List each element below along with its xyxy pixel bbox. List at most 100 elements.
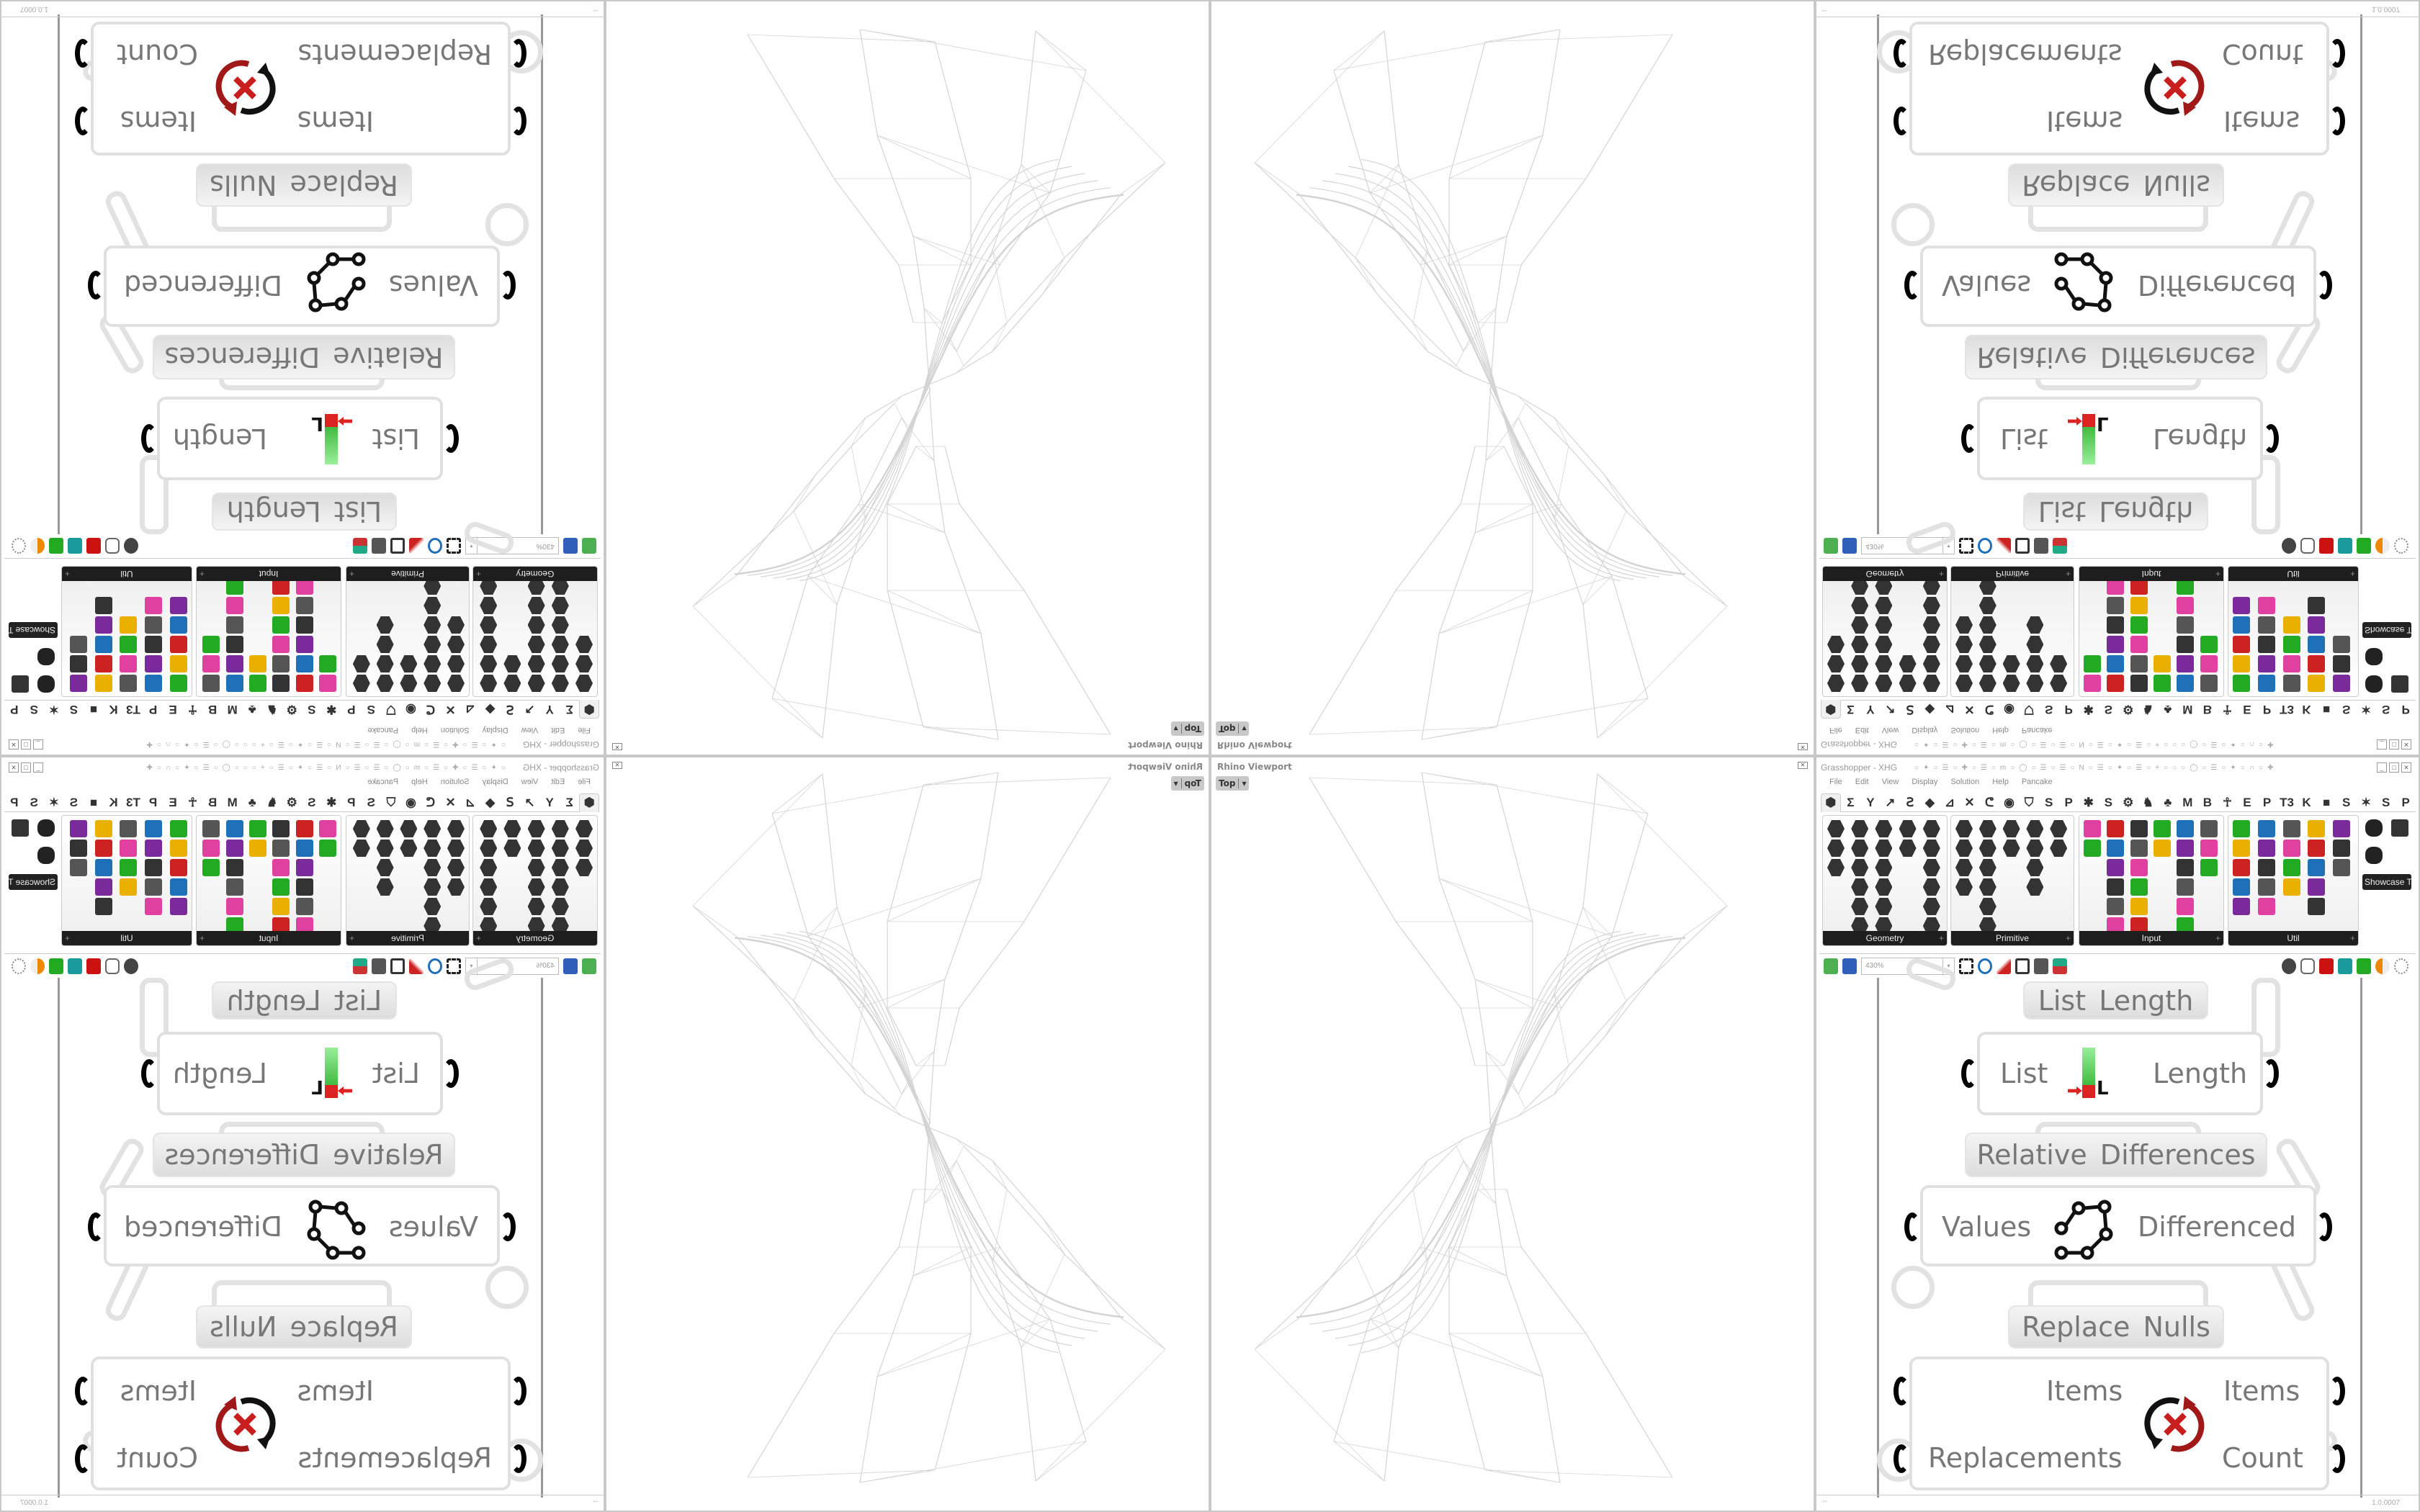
component-tab[interactable]: ✱ [2083,703,2094,717]
component-icon[interactable] [2026,616,2043,634]
zoom-level-field[interactable]: 430% ▾ [1861,957,1955,975]
component-tab[interactable]: Y [545,795,554,809]
panel-label[interactable]: Geometry + [1823,931,1947,945]
component-icon[interactable] [552,840,569,857]
input-grip[interactable] [1894,1377,1909,1405]
input-grip[interactable] [500,1212,516,1241]
component-tab[interactable]: S [30,795,38,809]
maximize-button[interactable]: □ [2389,739,2399,750]
component-icon[interactable] [503,655,521,672]
component-tab[interactable]: ■ [89,703,98,717]
component-icon[interactable] [1978,820,1996,837]
component-icon[interactable] [447,878,465,896]
component-tab[interactable]: ⬢ [1821,793,1841,812]
component-icon[interactable] [2177,655,2195,672]
component-tab[interactable]: S [367,795,376,809]
component-icon[interactable] [480,636,497,653]
panel-label[interactable]: Geometry + [473,931,597,945]
component-tab[interactable]: ♣ [2164,795,2172,809]
expand-icon[interactable]: + [349,933,355,943]
component-icon[interactable] [170,820,187,837]
component-icon[interactable] [145,616,163,634]
preview-shaded-icon[interactable] [105,958,120,974]
component-icon[interactable] [2130,636,2148,653]
component-tab[interactable]: ☥ [188,703,197,717]
component-icon[interactable] [69,636,87,653]
showcase-label[interactable]: Showcase T... [2362,622,2411,638]
component-icon[interactable] [1851,597,1868,614]
menu-item-view[interactable]: View [1881,778,1899,786]
new-file-icon[interactable] [1824,538,1838,554]
menu-item-solution[interactable]: Solution [1950,726,1980,734]
component-icon[interactable] [295,859,313,876]
group-label-relative-differences[interactable]: Relative Differences [1965,1133,2267,1177]
component-tab[interactable]: P [2401,703,2410,717]
component-icon[interactable] [424,675,441,692]
component-icon[interactable] [424,898,441,915]
component-icon[interactable] [424,616,441,634]
component-icon[interactable] [249,840,266,857]
menu-item-display[interactable]: Display [482,726,508,734]
view-dropdown[interactable]: Top ▾ [1216,721,1250,736]
output-grip[interactable] [2263,424,2279,453]
component-icon[interactable] [377,636,394,653]
component-tab[interactable]: ♞ [2142,703,2154,717]
component-icon[interactable] [202,820,220,837]
component-icon[interactable] [480,840,497,857]
component-icon[interactable] [2154,840,2171,857]
component-icon[interactable] [1955,675,1973,692]
component-tab[interactable]: T3 [2280,795,2294,809]
component-tab[interactable]: ■ [89,795,98,809]
output-grip[interactable] [75,39,91,68]
showcase-icon[interactable] [37,819,55,837]
component-icon[interactable] [377,655,394,672]
component-icon[interactable] [2233,675,2250,692]
showcase-icon[interactable] [37,847,55,864]
input-grip[interactable] [500,271,516,300]
eye-icon[interactable] [428,958,442,974]
component-icon[interactable] [528,898,545,915]
cluster-icon[interactable] [390,958,405,974]
component-icon[interactable] [120,636,138,653]
component-tab[interactable]: ◆ [485,795,496,809]
relative-differences-component[interactable]: Values Differenced [88,246,516,327]
component-icon[interactable] [1875,636,1892,653]
component-icon[interactable] [2050,820,2068,837]
component-icon[interactable] [225,675,243,692]
output-grip[interactable] [75,107,91,135]
component-icon[interactable] [2050,840,2068,857]
component-icon[interactable] [94,898,112,915]
menu-item-display[interactable]: Display [1912,726,1938,734]
component-tab[interactable]: B [2202,703,2213,717]
showcase-label[interactable]: Showcase T... [2362,874,2411,890]
component-icon[interactable] [2200,675,2218,692]
component-tab[interactable]: Ꙅ [506,703,514,717]
group-label-list-length[interactable]: List Length [2023,492,2208,531]
material-icon[interactable] [2375,538,2390,554]
view-dropdown[interactable]: Top ▾ [1170,776,1204,791]
presentation-icon[interactable] [12,819,29,837]
close-button[interactable]: ✕ [2401,762,2411,773]
component-icon[interactable] [2107,675,2125,692]
component-icon[interactable] [2282,859,2300,876]
component-icon[interactable] [447,655,465,672]
group-label-relative-differences[interactable]: Relative Differences [153,335,455,379]
component-icon[interactable] [295,820,313,837]
component-tab[interactable]: ♣ [248,703,256,717]
preview-wire-icon[interactable] [2282,958,2296,974]
group-label-list-length[interactable]: List Length [212,981,397,1020]
component-icon[interactable] [1922,859,1940,876]
component-tab[interactable]: S [308,795,316,809]
component-icon[interactable] [2107,655,2125,672]
rhino-viewport[interactable]: Rhino Viewport Top ▾ ✕ [1210,0,1815,756]
close-button[interactable]: ✕ [9,739,19,750]
material-icon[interactable] [30,538,45,554]
component-icon[interactable] [2282,878,2300,896]
component-icon[interactable] [2026,655,2043,672]
replace-nulls-component[interactable]: Items Replacements Items Count [75,22,526,156]
component-icon[interactable] [424,820,441,837]
component-icon[interactable] [319,675,336,692]
axis-icon[interactable] [353,958,367,974]
component-tab[interactable]: S [2044,795,2053,809]
component-icon[interactable] [2233,859,2250,876]
